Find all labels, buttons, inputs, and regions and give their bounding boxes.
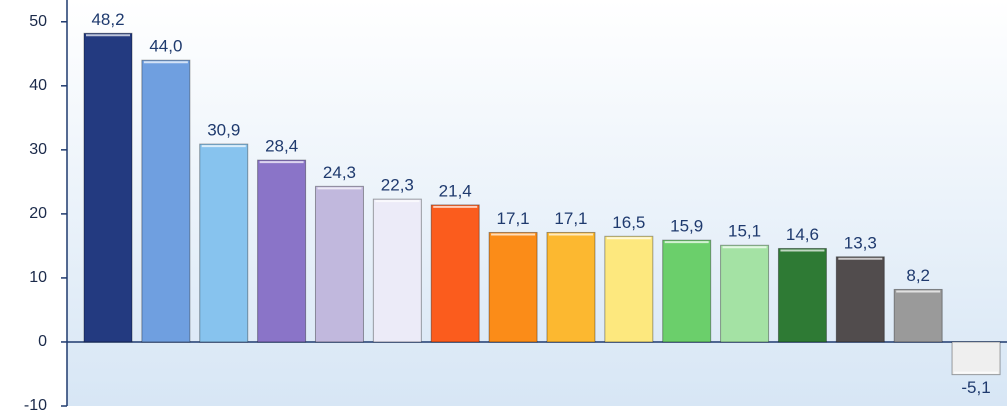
data-label: 15,1	[728, 222, 761, 241]
bar	[604, 235, 654, 343]
bar	[951, 341, 1001, 376]
bar	[430, 204, 480, 343]
data-label: 24,3	[323, 163, 356, 182]
data-label: 21,4	[439, 181, 472, 200]
data-label: 14,6	[786, 225, 819, 244]
bar	[662, 239, 712, 343]
y-tick-label: 40	[29, 77, 47, 94]
y-tick-label: 0	[38, 333, 47, 350]
y-tick-label: 30	[29, 141, 47, 158]
bar	[546, 231, 596, 343]
data-label: 15,9	[670, 217, 703, 236]
data-label: 13,3	[844, 233, 877, 252]
data-label: 8,2	[906, 266, 930, 285]
data-label: -5,1	[961, 378, 990, 397]
bar	[199, 143, 249, 343]
bar	[83, 32, 133, 343]
bar	[314, 185, 364, 343]
data-label: 17,1	[554, 209, 587, 228]
data-label: 28,4	[265, 137, 298, 156]
data-label: 17,1	[497, 209, 530, 228]
bar	[488, 231, 538, 343]
bar	[835, 256, 885, 343]
bar	[893, 288, 943, 343]
bar	[257, 159, 307, 343]
data-label: 22,3	[381, 176, 414, 195]
bar	[141, 59, 191, 343]
bar	[372, 198, 422, 343]
data-label: 48,2	[91, 10, 124, 29]
data-label: 44,0	[149, 37, 182, 56]
bar	[777, 247, 827, 343]
y-tick-label: 50	[29, 13, 47, 30]
data-label: 30,9	[207, 121, 240, 140]
y-tick-label: 20	[29, 205, 47, 222]
y-tick-label: 10	[29, 269, 47, 286]
data-label: 16,5	[612, 213, 645, 232]
y-tick-label: -10	[24, 397, 47, 413]
bar	[720, 244, 770, 343]
